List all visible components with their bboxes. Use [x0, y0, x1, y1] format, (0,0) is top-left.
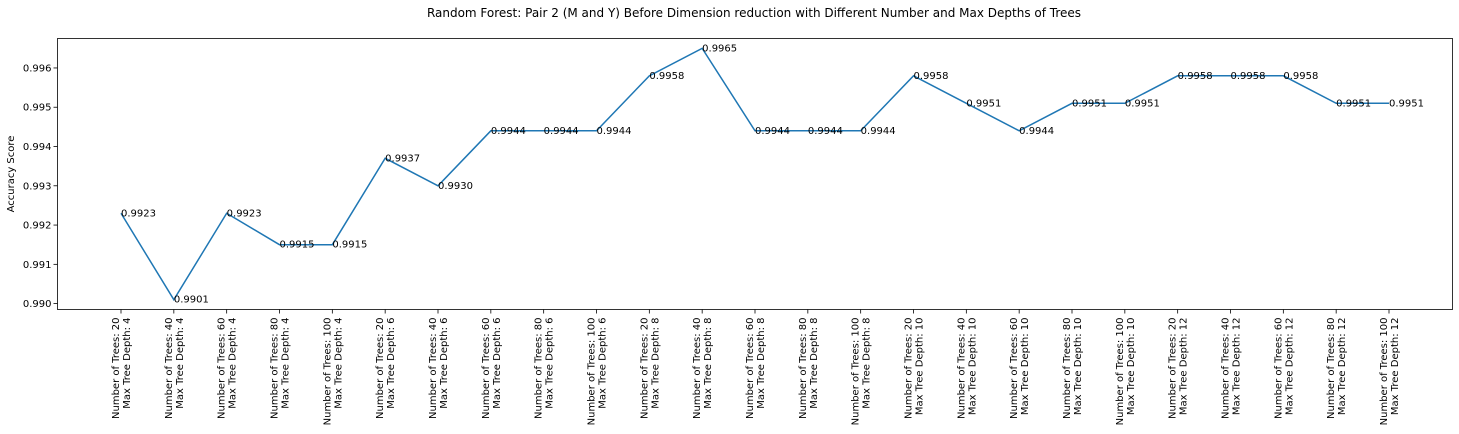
y-tick-label: 0.991: [23, 260, 52, 271]
data-label: 0.9958: [1231, 71, 1266, 82]
data-label: 0.9951: [1336, 98, 1371, 109]
x-tick-label: Number of Trees: 80Max Tree Depth: 10: [1062, 318, 1084, 419]
y-tick-label: 0.992: [23, 221, 52, 232]
x-tick-label: Number of Trees: 80Max Tree Depth: 4: [270, 318, 292, 419]
x-tick-label: Number of Trees: 40Max Tree Depth: 10: [956, 318, 978, 419]
y-tick-label: 0.996: [23, 63, 52, 74]
svg-text:Number of Trees: 40Max Tree De: Number of Trees: 40Max Tree Depth: 8: [692, 318, 714, 419]
x-tick-label: Number of Trees: 80Max Tree Depth: 6: [534, 318, 556, 419]
x-tick-label: Number of Trees: 80Max Tree Depth: 8: [798, 318, 820, 419]
y-tick-label: 0.995: [23, 103, 52, 114]
svg-text:Number of Trees: 40Max Tree De: Number of Trees: 40Max Tree Depth: 4: [164, 318, 186, 419]
x-tick-label: Number of Trees: 20Max Tree Depth: 6: [375, 318, 397, 419]
svg-text:Number of Trees: 80Max Tree De: Number of Trees: 80Max Tree Depth: 10: [1062, 318, 1084, 419]
svg-text:Number of Trees: 100Max Tree D: Number of Trees: 100Max Tree Depth: 8: [851, 318, 873, 426]
x-tick-label: Number of Trees: 100Max Tree Depth: 12: [1379, 318, 1401, 426]
data-label: 0.9944: [861, 126, 896, 137]
svg-text:Number of Trees: 60Max Tree De: Number of Trees: 60Max Tree Depth: 4: [217, 318, 239, 419]
x-tick-label: Number of Trees: 40Max Tree Depth: 6: [428, 318, 450, 419]
data-label: 0.9958: [649, 71, 684, 82]
data-label: 0.9951: [1125, 98, 1160, 109]
data-label: 0.9958: [1178, 71, 1213, 82]
data-label: 0.9958: [914, 71, 949, 82]
svg-text:Number of Trees: 20Max Tree De: Number of Trees: 20Max Tree Depth: 6: [375, 318, 397, 419]
svg-text:Number of Trees: 60Max Tree De: Number of Trees: 60Max Tree Depth: 12: [1273, 318, 1295, 419]
svg-text:Number of Trees: 40Max Tree De: Number of Trees: 40Max Tree Depth: 6: [428, 318, 450, 419]
data-label: 0.9944: [755, 126, 790, 137]
svg-text:Number of Trees: 20Max Tree De: Number of Trees: 20Max Tree Depth: 4: [111, 318, 133, 419]
data-label: 0.9944: [597, 126, 632, 137]
x-tick-label: Number of Trees: 40Max Tree Depth: 8: [692, 318, 714, 419]
x-tick-label: Number of Trees: 100Max Tree Depth: 4: [322, 318, 344, 426]
svg-text:Number of Trees: 60Max Tree De: Number of Trees: 60Max Tree Depth: 10: [1009, 318, 1031, 419]
chart-title: Random Forest: Pair 2 (M and Y) Before D…: [427, 6, 1081, 20]
data-label: 0.9944: [544, 126, 579, 137]
svg-text:Number of Trees: 100Max Tree D: Number of Trees: 100Max Tree Depth: 10: [1115, 318, 1137, 426]
svg-text:Number of Trees: 20Max Tree De: Number of Trees: 20Max Tree Depth: 8: [639, 318, 661, 419]
x-tick-label: Number of Trees: 100Max Tree Depth: 10: [1115, 318, 1137, 426]
x-tick-label: Number of Trees: 60Max Tree Depth: 10: [1009, 318, 1031, 419]
data-label: 0.9951: [966, 98, 1001, 109]
data-label: 0.9965: [702, 43, 737, 54]
x-tick-label: Number of Trees: 100Max Tree Depth: 6: [587, 318, 609, 426]
svg-text:Number of Trees: 40Max Tree De: Number of Trees: 40Max Tree Depth: 12: [1221, 318, 1243, 419]
svg-text:Number of Trees: 60Max Tree De: Number of Trees: 60Max Tree Depth: 8: [745, 318, 767, 419]
svg-text:Number of Trees: 20Max Tree De: Number of Trees: 20Max Tree Depth: 12: [1168, 318, 1190, 419]
x-tick-label: Number of Trees: 60Max Tree Depth: 4: [217, 318, 239, 419]
data-label: 0.9923: [227, 208, 262, 219]
x-tick-label: Number of Trees: 40Max Tree Depth: 4: [164, 318, 186, 419]
series-group: [120, 47, 1389, 302]
data-label: 0.9915: [332, 240, 367, 251]
svg-text:Number of Trees: 100Max Tree D: Number of Trees: 100Max Tree Depth: 6: [587, 318, 609, 426]
x-axis: Number of Trees: 20Max Tree Depth: 4 Numb…: [111, 309, 1401, 426]
y-axis-label: Accuracy Score: [6, 136, 17, 213]
y-tick-label: 0.990: [23, 299, 52, 310]
data-label: 0.9944: [1019, 126, 1054, 137]
x-tick-label: Number of Trees: 20Max Tree Depth: 10: [904, 318, 926, 419]
svg-text:Number of Trees: 80Max Tree De: Number of Trees: 80Max Tree Depth: 4: [270, 318, 292, 419]
x-tick-label: Number of Trees: 20Max Tree Depth: 8: [639, 318, 661, 419]
svg-text:Number of Trees: 60Max Tree De: Number of Trees: 60Max Tree Depth: 6: [481, 318, 503, 419]
data-label: 0.9930: [438, 181, 473, 192]
x-tick-label: Number of Trees: 80Max Tree Depth: 12: [1326, 318, 1348, 419]
y-axis: 0.990 0.991 0.992 0.993 0.994 0.995 0.996: [23, 63, 58, 310]
svg-text:Number of Trees: 40Max Tree De: Number of Trees: 40Max Tree Depth: 10: [956, 318, 978, 419]
svg-text:Number of Trees: 80Max Tree De: Number of Trees: 80Max Tree Depth: 8: [798, 318, 820, 419]
data-label: 0.9958: [1283, 71, 1318, 82]
data-labels: 0.9923 0.9901 0.9923 0.9915 0.9915 0.9937 0.99…: [121, 43, 1424, 305]
x-tick-label: Number of Trees: 60Max Tree Depth: 8: [745, 318, 767, 419]
data-label: 0.9937: [385, 153, 420, 164]
x-tick-label: Number of Trees: 20Max Tree Depth: 4: [111, 318, 133, 419]
series-line: [120, 47, 1389, 302]
svg-text:Number of Trees: 100Max Tree D: Number of Trees: 100Max Tree Depth: 4: [322, 318, 344, 426]
data-label: 0.9951: [1072, 98, 1107, 109]
y-tick-label: 0.994: [23, 142, 52, 153]
svg-text:Number of Trees: 80Max Tree De: Number of Trees: 80Max Tree Depth: 6: [534, 318, 556, 419]
x-tick-label: Number of Trees: 100Max Tree Depth: 8: [851, 318, 873, 426]
data-label: 0.9901: [174, 295, 209, 306]
data-label: 0.9944: [491, 126, 526, 137]
svg-text:Number of Trees: 20Max Tree De: Number of Trees: 20Max Tree Depth: 10: [904, 318, 926, 419]
data-label: 0.9944: [808, 126, 843, 137]
data-label: 0.9915: [280, 240, 315, 251]
data-label: 0.9923: [121, 208, 156, 219]
y-tick-label: 0.993: [23, 181, 52, 192]
x-tick-label: Number of Trees: 60Max Tree Depth: 6: [481, 318, 503, 419]
x-tick-label: Number of Trees: 60Max Tree Depth: 12: [1273, 318, 1295, 419]
svg-text:Number of Trees: 100Max Tree D: Number of Trees: 100Max Tree Depth: 12: [1379, 318, 1401, 426]
svg-text:Number of Trees: 80Max Tree De: Number of Trees: 80Max Tree Depth: 12: [1326, 318, 1348, 419]
x-tick-label: Number of Trees: 40Max Tree Depth: 12: [1221, 318, 1243, 419]
data-label: 0.9951: [1389, 98, 1424, 109]
x-tick-label: Number of Trees: 20Max Tree Depth: 12: [1168, 318, 1190, 419]
